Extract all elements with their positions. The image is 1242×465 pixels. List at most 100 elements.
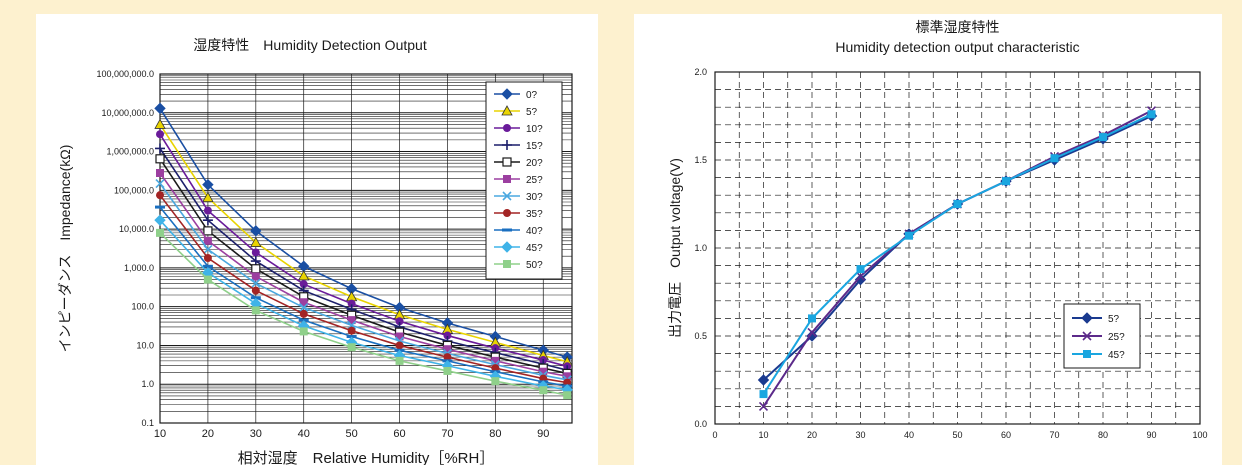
series-35? <box>156 191 572 387</box>
legend-marker <box>502 191 512 201</box>
data-point <box>808 314 816 323</box>
x-tick-label: 20 <box>202 428 214 440</box>
data-point <box>203 244 213 254</box>
data-point <box>298 318 309 322</box>
y-axis-label: インピーダンス Impedance(kΩ) <box>57 145 73 353</box>
data-point <box>299 280 308 289</box>
legend-item: 15? <box>494 140 543 152</box>
legend-marker <box>1082 331 1092 341</box>
data-point <box>155 178 165 189</box>
x-tick-label: 90 <box>537 428 549 440</box>
x-tick-label: 50 <box>952 430 962 440</box>
data-point <box>202 215 213 226</box>
legend-item: 35? <box>494 209 543 220</box>
y-tick-label: 10,000.0 <box>119 224 154 234</box>
data-point <box>250 296 261 300</box>
x-tick-label: 30 <box>250 428 262 440</box>
data-point <box>154 214 166 226</box>
legend-marker <box>1083 350 1091 358</box>
data-point <box>953 200 962 208</box>
y-tick-label: 0.5 <box>694 331 707 341</box>
data-point <box>251 272 260 281</box>
x-axis-label: 相対湿度 Relative Humidity［%RH］ <box>238 450 495 465</box>
y-tick-label: 10.0 <box>136 340 154 350</box>
impedance-chart-panel: 湿度特性 Humidity Detection Output 0.1 1.0 10.0… <box>36 14 598 465</box>
legend: 5? 25? 45? <box>1063 303 1141 369</box>
legend-label: 10? <box>526 124 543 135</box>
data-point <box>299 302 309 313</box>
x-tick-label: 10 <box>154 428 166 440</box>
chart-title: 標準湿度特性 <box>916 19 1000 35</box>
legend-marker <box>1081 312 1093 324</box>
data-point <box>298 270 310 281</box>
data-point <box>251 278 261 288</box>
y-tick-label: 0.0 <box>694 419 707 429</box>
series-line <box>159 124 568 363</box>
data-point <box>250 225 262 237</box>
legend-item: 45? <box>494 241 543 254</box>
series-0? <box>154 102 573 363</box>
data-point <box>563 391 572 400</box>
data-point <box>855 271 866 281</box>
data-point <box>155 143 165 154</box>
data-point <box>155 205 165 209</box>
legend-label: 45? <box>526 243 543 254</box>
data-point <box>539 367 548 376</box>
legend-marker <box>501 88 513 100</box>
legend-label: 35? <box>526 209 543 220</box>
x-tick-label: 30 <box>855 430 865 440</box>
data-point <box>347 316 356 325</box>
x-tick-label: 80 <box>489 428 501 440</box>
data-point <box>251 306 260 315</box>
legend-marker <box>503 124 511 132</box>
data-point <box>758 401 769 411</box>
voltage-chart: 標準湿度特性 Humidity detection output characte… <box>667 19 1208 440</box>
series-45? <box>759 110 1156 399</box>
data-point <box>156 191 164 200</box>
series-line <box>159 219 568 391</box>
voltage-chart-panel: 標準湿度特性 Humidity detection output characte… <box>634 14 1222 465</box>
series-line <box>159 194 568 384</box>
data-point <box>395 341 404 350</box>
x-tick-label: 100 <box>1192 430 1207 440</box>
data-point <box>154 102 166 115</box>
series-line <box>159 107 568 358</box>
legend-item: 10? <box>494 124 543 135</box>
data-point <box>203 253 212 262</box>
legend-item: 30? <box>494 191 543 203</box>
legend-item: 25? <box>494 175 543 186</box>
y-tick-label: 1.0 <box>694 243 707 253</box>
data-point <box>854 273 867 286</box>
series-line <box>159 206 568 387</box>
data-point <box>251 264 261 274</box>
x-tick-label: 60 <box>393 428 405 440</box>
data-point <box>563 372 572 381</box>
y-tick-label: 1.0 <box>141 379 154 389</box>
data-point <box>491 356 500 365</box>
legend-label: 0? <box>526 90 538 101</box>
legend-box <box>485 81 563 280</box>
data-point <box>443 353 452 362</box>
series-25? <box>156 168 572 381</box>
legend-marker <box>501 241 513 253</box>
legend-label: 30? <box>526 192 543 203</box>
data-point <box>539 386 548 395</box>
legend-item: 25? <box>1072 331 1125 343</box>
x-tick-label: 60 <box>1001 430 1011 440</box>
plot-frame <box>159 73 573 424</box>
legend-item: 40? <box>494 226 543 237</box>
data-point <box>346 335 357 339</box>
y-tick-label: 1,000,000.0 <box>106 147 154 157</box>
data-point <box>856 265 865 274</box>
data-point <box>491 377 500 386</box>
legend-label: 5? <box>526 107 538 118</box>
data-point <box>347 343 356 352</box>
series-line <box>159 172 568 378</box>
legend-item: 5? <box>1072 312 1120 325</box>
y-tick-label: 0.1 <box>141 418 154 428</box>
legend-label: 40? <box>526 226 543 237</box>
legend-label: 15? <box>526 141 543 152</box>
data-point <box>251 286 260 295</box>
data-point <box>491 364 500 373</box>
data-point <box>299 327 308 336</box>
